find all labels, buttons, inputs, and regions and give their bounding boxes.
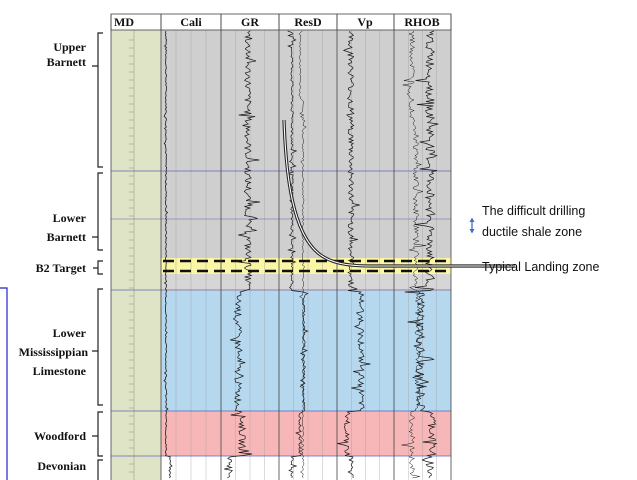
annotation-ductile-1: The difficult drilling bbox=[482, 204, 585, 218]
bracket-limestone bbox=[92, 288, 103, 406]
formation-brackets bbox=[92, 32, 103, 480]
annotation-ductile-2: ductile shale zone bbox=[482, 225, 582, 239]
ductile-zone-indicator bbox=[469, 217, 475, 234]
label-lower-barnett-2: Barnett bbox=[47, 230, 86, 244]
rhob-curve bbox=[404, 30, 439, 479]
label-devonian: Devonian bbox=[37, 459, 86, 473]
resd-curve bbox=[286, 30, 309, 479]
bracket-lower-barnett bbox=[92, 172, 103, 251]
header-cali: Cali bbox=[180, 15, 202, 29]
label-lower-barnett-1: Lower bbox=[53, 211, 87, 225]
well-trajectory bbox=[282, 119, 515, 268]
header-md: MD bbox=[114, 15, 134, 29]
label-woodford: Woodford bbox=[34, 429, 86, 443]
header-gr: GR bbox=[241, 15, 259, 29]
upper-barnett-zone bbox=[161, 30, 451, 258]
bracket-upper-barnett bbox=[92, 32, 103, 168]
resd-curve-2 bbox=[298, 30, 307, 479]
devonian-zone bbox=[161, 456, 451, 480]
label-limestone-1: Lower bbox=[53, 326, 87, 340]
label-limestone-3: Limestone bbox=[33, 364, 87, 378]
label-upper-barnett-2: Barnett bbox=[47, 55, 86, 69]
gap-zone bbox=[161, 274, 451, 291]
md-ticks bbox=[129, 39, 134, 473]
track-separators bbox=[110, 14, 452, 480]
label-b2-target: B2 Target bbox=[36, 261, 86, 275]
md-column bbox=[111, 14, 161, 480]
header-resd: ResD bbox=[294, 15, 322, 29]
bracket-devonian bbox=[97, 459, 103, 480]
header-vp: Vp bbox=[357, 15, 373, 29]
label-upper-barnett-1: Upper bbox=[53, 40, 86, 54]
rhob-curve-2 bbox=[401, 31, 427, 479]
log-curves bbox=[163, 30, 439, 479]
log-panel: MD Cali GR ResD Vp RHOB bbox=[110, 13, 452, 480]
label-limestone-2: Mississippian bbox=[19, 345, 89, 359]
track-gridlines bbox=[175, 30, 437, 480]
cali-curve bbox=[163, 30, 173, 479]
bracket-woodford bbox=[92, 411, 103, 457]
vp-curve bbox=[337, 31, 371, 479]
header-row bbox=[110, 13, 452, 31]
bracket-b2-target bbox=[93, 260, 103, 275]
header-rhob: RHOB bbox=[404, 15, 439, 29]
frame-edge bbox=[0, 287, 8, 480]
annotation-landing: Typical Landing zone bbox=[482, 260, 599, 274]
gr-curve bbox=[224, 30, 261, 479]
woodford-zone bbox=[161, 411, 451, 456]
